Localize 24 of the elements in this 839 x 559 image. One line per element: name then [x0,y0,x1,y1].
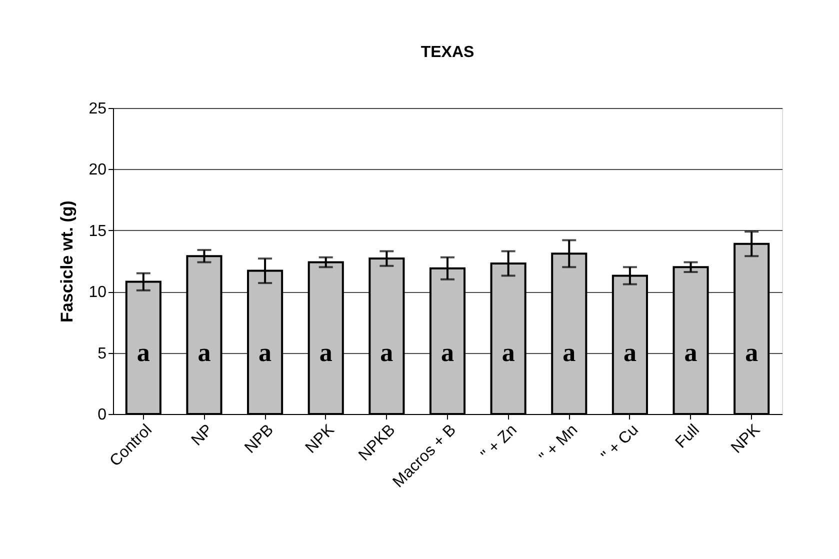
annotation: a [198,338,211,367]
annotation: a [380,338,394,367]
x-tick-label: " + Mn [536,422,582,466]
y-axis-title: Fascicle wt. (g) [58,200,77,322]
x-tick-label: Full [672,422,703,452]
y-tick-label: 25 [88,100,107,118]
y-tick-label: 15 [88,222,107,240]
x-tick-label: NP [188,422,216,450]
y-tick-label: 10 [88,284,107,302]
annotation: a [319,338,332,367]
annotation: a [684,338,698,367]
x-tick-label: " + Cu [598,422,642,465]
annotation: a [623,338,636,367]
annotation: a [258,338,272,367]
y-tick-label: 5 [98,345,107,362]
annotation: a [745,338,758,367]
annotation: a [136,338,150,367]
annotation: a [562,338,576,367]
y-tick-label: 20 [88,162,107,179]
annotation: a [441,338,454,367]
annotation: a [502,338,515,367]
x-tick-label: " + Zn [478,422,520,464]
y-tick-label: 0 [98,406,107,424]
chart-title: TEXAS [420,44,474,61]
